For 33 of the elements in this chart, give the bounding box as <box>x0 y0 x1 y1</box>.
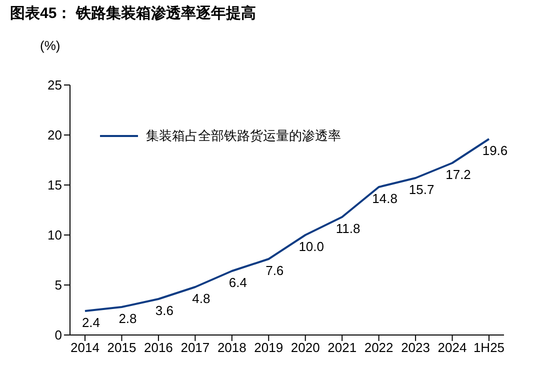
data-label: 2.8 <box>118 311 137 326</box>
x-tick-label: 2014 <box>70 340 100 356</box>
x-tick-label: 2023 <box>401 340 430 356</box>
y-tick-label: 10 <box>48 228 62 243</box>
data-label: 19.6 <box>482 143 508 158</box>
x-tick-label: 2018 <box>217 340 246 356</box>
data-label: 7.6 <box>266 263 284 278</box>
x-tick-label: 2017 <box>180 340 210 356</box>
x-tick-label: 2024 <box>438 340 467 356</box>
y-tick-label: 5 <box>54 278 62 293</box>
data-label: 3.6 <box>155 303 174 318</box>
y-tick-label: 0 <box>54 328 62 343</box>
data-label: 10.0 <box>298 239 324 254</box>
x-tick-label: 2021 <box>328 340 357 356</box>
x-tick-label: 2019 <box>254 340 284 356</box>
data-label: 4.8 <box>192 291 210 306</box>
data-label: 2.4 <box>82 315 100 330</box>
data-label: 17.2 <box>446 167 471 182</box>
y-tick-label: 25 <box>48 78 62 93</box>
y-axis-title: (%) <box>40 38 60 53</box>
x-tick-label: 2022 <box>364 340 394 356</box>
y-tick-label: 15 <box>48 178 62 193</box>
data-label: 14.8 <box>372 191 398 206</box>
data-label: 11.8 <box>336 221 360 236</box>
x-tick-label: 2020 <box>290 340 320 356</box>
data-label: 15.7 <box>408 182 434 197</box>
y-tick-label: 20 <box>48 128 62 143</box>
x-tick-label: 1H25 <box>473 340 505 356</box>
chart-title: 图表45： 铁路集装箱渗透率逐年提高 <box>10 4 256 23</box>
legend-label: 集装箱占全部铁路货运量的渗透率 <box>146 127 341 145</box>
data-label: 6.4 <box>228 275 247 290</box>
x-tick-label: 2016 <box>144 340 173 356</box>
x-tick-label: 2015 <box>107 340 136 356</box>
